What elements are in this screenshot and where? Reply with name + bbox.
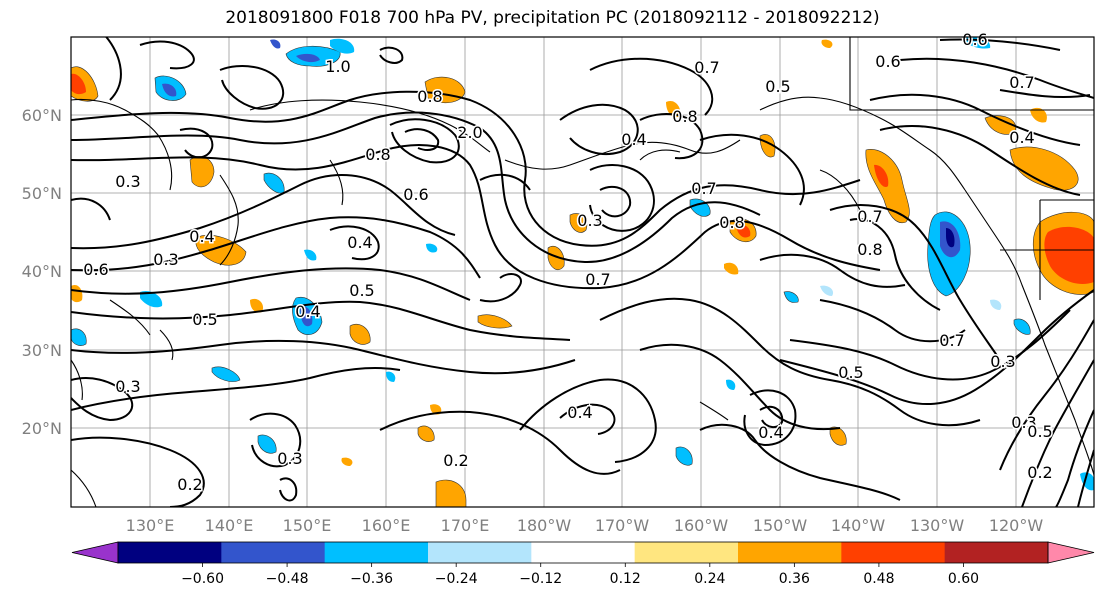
lon-tick: 130°W <box>910 516 965 535</box>
colorbar-extend-max <box>1047 541 1095 564</box>
contour-labels: 1.0 0.70.60.60.70.50.82.0 0.40.80.40.80.30… <box>82 29 1054 496</box>
contour-label: 0.3 <box>277 449 302 468</box>
contour-label: 0.5 <box>838 363 863 382</box>
colorbar-tick-label: −0.24 <box>435 571 478 587</box>
contour-label: 0.6 <box>962 30 987 49</box>
colorbar-tick-label: 0.36 <box>779 571 810 587</box>
contour-label: 0.8 <box>672 107 697 126</box>
contour-label: 0.7 <box>691 179 716 198</box>
colorbar-tick-label: 0.60 <box>948 571 979 587</box>
colorbar-tick-label: 0.48 <box>863 571 894 587</box>
lon-tick: 150°E <box>283 516 332 535</box>
colorbar-segment <box>531 542 636 563</box>
contour-label: 2.0 <box>457 123 482 142</box>
map-title: 2018091800 F018 700 hPa PV, precipitatio… <box>225 8 880 28</box>
contour-label: 1.0 <box>325 57 350 76</box>
contour-label: 0.2 <box>177 475 202 494</box>
contour-label: 0.4 <box>189 227 214 246</box>
contour-label: 0.8 <box>719 213 744 232</box>
contour-label: 0.7 <box>1009 73 1034 92</box>
latitude-axis: 60°N 50°N 40°N 30°N 20°N <box>22 106 62 438</box>
colorbar-tick-label: 0.24 <box>694 571 725 587</box>
contour-label: 0.7 <box>585 270 610 289</box>
contour-label: 0.7 <box>694 58 719 77</box>
map-frame <box>70 36 1095 508</box>
colorbar-tick-label: −0.60 <box>181 571 224 587</box>
contour-label: 0.6 <box>875 52 900 71</box>
lat-tick: 40°N <box>22 262 62 281</box>
contour-label: 0.4 <box>1009 128 1034 147</box>
contour-label: 0.8 <box>417 87 442 106</box>
lat-tick: 30°N <box>22 341 62 360</box>
contour-label: 0.7 <box>939 331 964 350</box>
colorbar-tick-label: −0.48 <box>266 571 309 587</box>
longitude-axis: 130°E 140°E 150°E 160°E 170°E 180°W 170°… <box>126 516 1044 535</box>
lon-tick: 170°E <box>441 516 490 535</box>
lat-tick: 50°N <box>22 184 62 203</box>
colorbar-segment <box>841 542 946 563</box>
colorbar-segment <box>944 542 1049 563</box>
colorbar-ticks: −0.60 −0.48 −0.36 −0.24 −0.12 0.12 0.24 0.36 0.4… <box>181 563 979 587</box>
lon-tick: 150°W <box>753 516 808 535</box>
lon-tick: 140°E <box>205 516 254 535</box>
colorbar-segment <box>324 542 429 563</box>
colorbar-tick-label: 0.12 <box>610 571 641 587</box>
contour-label: 0.6 <box>403 185 428 204</box>
contour-label: 0.7 <box>857 207 882 226</box>
contour-label: 0.3 <box>1011 413 1036 432</box>
colorbar-segment <box>428 542 532 563</box>
contour-label: 0.3 <box>153 250 178 269</box>
contour-label: 0.4 <box>567 403 592 422</box>
colorbar-segment <box>221 542 326 563</box>
contour-label: 0.4 <box>347 233 372 252</box>
contour-label: 0.3 <box>115 377 140 396</box>
lon-tick: 120°W <box>989 516 1044 535</box>
lon-tick: 170°W <box>595 516 650 535</box>
contour-label: 0.8 <box>365 145 390 164</box>
coastlines <box>71 37 1094 507</box>
contour-label: 0.5 <box>1027 422 1052 441</box>
contour-label: 0.4 <box>295 302 320 321</box>
lon-tick: 160°E <box>362 516 411 535</box>
contour-label: 0.4 <box>758 423 783 442</box>
colorbar-tick-label: −0.36 <box>350 571 393 587</box>
colorbar-segments <box>71 541 1095 564</box>
lat-tick: 20°N <box>22 419 62 438</box>
contour-label: 0.8 <box>857 240 882 259</box>
contour-label: 0.3 <box>577 211 602 230</box>
colorbar: −0.60 −0.48 −0.36 −0.24 −0.12 0.12 0.24 0.36 0.4… <box>71 541 1095 587</box>
lon-tick: 130°E <box>126 516 175 535</box>
contour-label: 0.5 <box>349 281 374 300</box>
lat-tick: 60°N <box>22 106 62 125</box>
contour-label: 0.2 <box>1027 463 1052 482</box>
colorbar-extend-min <box>71 541 119 564</box>
colorbar-segment <box>738 542 842 563</box>
contour-label: 0.3 <box>115 172 140 191</box>
contour-label: 0.3 <box>990 352 1015 371</box>
contour-label: 0.5 <box>765 77 790 96</box>
lon-tick: 140°W <box>831 516 886 535</box>
contour-label: 0.4 <box>621 130 646 149</box>
colorbar-tick-label: −0.12 <box>519 571 562 587</box>
contour-label: 0.2 <box>443 451 468 470</box>
contour-label: 0.6 <box>83 260 108 279</box>
lon-tick: 180°W <box>517 516 572 535</box>
precip-pc-shading <box>71 37 1094 507</box>
contour-label: 0.5 <box>192 310 217 329</box>
lon-tick: 160°W <box>674 516 729 535</box>
map-panel: 1.0 0.70.60.60.70.50.82.0 0.40.80.40.80.30… <box>22 29 1095 535</box>
colorbar-segment <box>634 542 739 563</box>
colorbar-frame <box>117 541 1049 564</box>
colorbar-segment <box>118 542 222 563</box>
pv-contours <box>71 37 1094 507</box>
